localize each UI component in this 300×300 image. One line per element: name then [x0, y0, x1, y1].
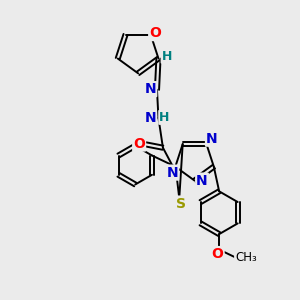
Text: CH₃: CH₃: [235, 251, 257, 264]
Text: N: N: [196, 174, 208, 188]
Text: N: N: [145, 82, 156, 96]
Text: O: O: [212, 247, 224, 261]
Text: O: O: [149, 26, 161, 40]
Text: S: S: [176, 196, 186, 211]
Text: N: N: [144, 111, 156, 125]
Text: H: H: [159, 111, 170, 124]
Text: O: O: [133, 136, 145, 151]
Text: H: H: [162, 50, 172, 63]
Text: N: N: [206, 132, 218, 146]
Text: N: N: [167, 166, 178, 180]
